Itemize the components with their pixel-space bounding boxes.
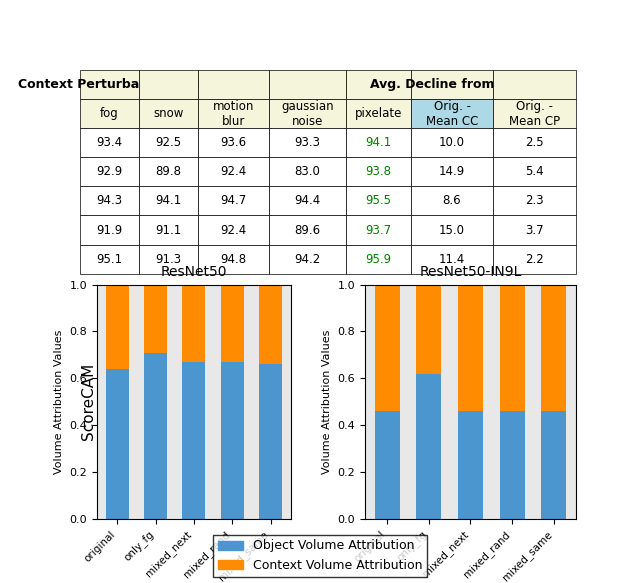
Bar bbox=[259, 285, 282, 364]
Bar bbox=[500, 285, 525, 411]
Bar bbox=[221, 285, 244, 362]
Bar bbox=[416, 374, 441, 519]
Bar bbox=[144, 353, 167, 519]
Bar bbox=[541, 411, 566, 519]
Bar bbox=[500, 411, 525, 519]
Y-axis label: Volume Attribution Values: Volume Attribution Values bbox=[322, 329, 332, 474]
Legend: Object Volume Attribution, Context Volume Attribution: Object Volume Attribution, Context Volum… bbox=[212, 535, 428, 577]
Bar bbox=[106, 285, 129, 369]
Y-axis label: Volume Attribution Values: Volume Attribution Values bbox=[54, 329, 64, 474]
Bar bbox=[374, 411, 399, 519]
Title: ResNet50: ResNet50 bbox=[161, 265, 227, 279]
Bar bbox=[541, 285, 566, 411]
Bar bbox=[374, 285, 399, 411]
Bar bbox=[259, 364, 282, 519]
Bar bbox=[106, 369, 129, 519]
Bar bbox=[458, 411, 483, 519]
Bar bbox=[221, 362, 244, 519]
Text: ScoreCAM: ScoreCAM bbox=[81, 363, 96, 440]
Bar bbox=[144, 285, 167, 353]
Title: ResNet50-IN9L: ResNet50-IN9L bbox=[419, 265, 522, 279]
Bar bbox=[458, 285, 483, 411]
Bar bbox=[182, 285, 205, 362]
Bar bbox=[182, 362, 205, 519]
Bar bbox=[416, 285, 441, 374]
